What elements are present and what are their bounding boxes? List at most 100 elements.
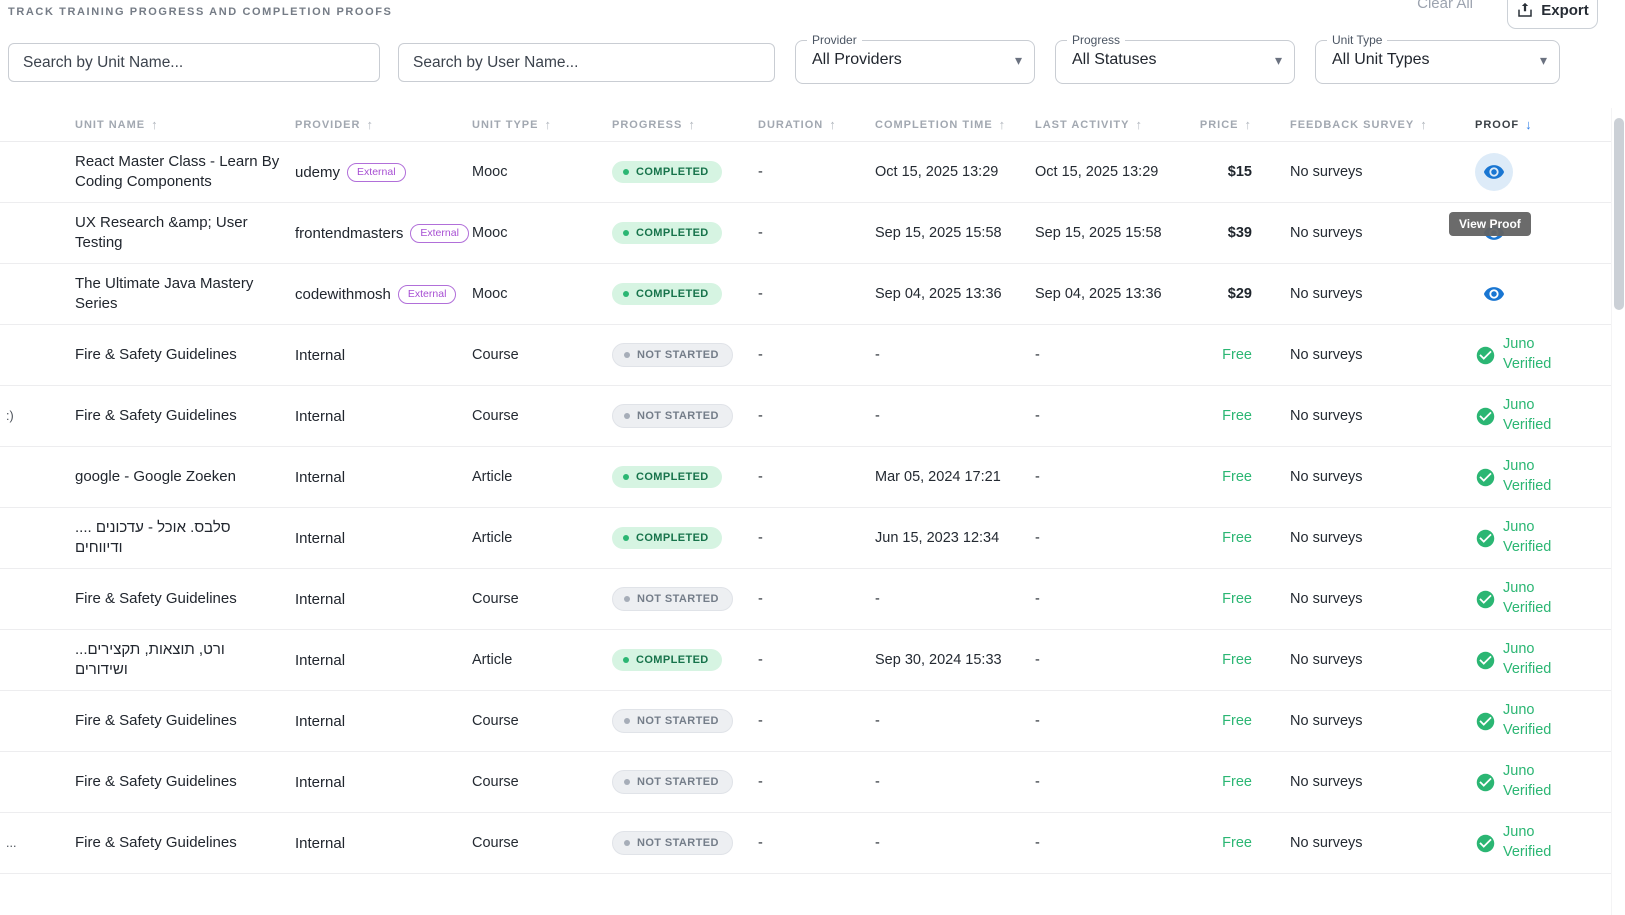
completion-time-cell: - [875,347,880,363]
sort-asc-icon: ↑ [151,117,159,132]
table-row: google - Google Zoeken Internal Article … [0,447,1611,508]
juno-verified-badge: Juno Verified [1475,457,1611,496]
unit-name-cell: Fire & Safety Guidelines [75,589,237,607]
check-circle-icon [1475,406,1496,427]
juno-verified-label: Juno Verified [1503,580,1552,616]
completion-time-cell: - [875,774,880,790]
completion-time-cell: - [875,591,880,607]
export-button[interactable]: Export [1507,0,1598,29]
view-proof-button[interactable] [1475,275,1513,313]
unit-name-cell: Fire & Safety Guidelines [75,711,237,729]
duration-cell: - [758,835,763,851]
price-cell: Free [1222,774,1252,790]
duration-cell: - [758,347,763,363]
column-header-completion-time[interactable]: COMPLETION TIME ↑ [875,117,1007,132]
provider-cell: udemy [295,163,341,181]
completion-time-cell: - [875,408,880,424]
table-row: .... סלבס. אוכל - עדכונים ודיווחים Inter… [0,508,1611,569]
table-body: React Master Class - Learn By Coding Com… [0,142,1611,874]
juno-verified-label: Juno Verified [1503,519,1552,555]
view-proof-button[interactable] [1475,153,1513,191]
duration-cell: - [758,774,763,790]
clear-all-button[interactable]: Clear All [1417,0,1473,12]
price-cell: $15 [1227,164,1252,180]
status-dot-icon [624,779,630,785]
unit-name-search-input[interactable] [8,43,380,82]
table-row: ... Fire & Safety Guidelines Internal Co… [0,813,1611,874]
price-cell: Free [1222,530,1252,546]
juno-verified-badge: Juno Verified [1475,396,1611,435]
column-header-unit-type[interactable]: UNIT TYPE ↑ [472,117,552,132]
table-row: Fire & Safety Guidelines Internal Course… [0,325,1611,386]
progress-filter-select[interactable]: Progress All Statuses ▾ [1055,33,1295,84]
scrollbar-thumb[interactable] [1614,118,1624,310]
status-dot-icon [624,596,630,602]
column-header-progress[interactable]: PROGRESS ↑ [612,117,696,132]
last-activity-cell: - [1035,713,1040,729]
provider-filter-select[interactable]: Provider All Providers ▾ [795,33,1035,84]
last-activity-cell: Sep 04, 2025 13:36 [1035,286,1162,302]
provider-cell: Internal [295,407,346,425]
unit-type-cell: Article [472,530,513,546]
status-dot-icon [624,718,630,724]
column-header-provider[interactable]: PROVIDER ↑ [295,117,374,132]
caret-down-icon: ▾ [1539,52,1547,68]
column-header-unit-name[interactable]: UNIT NAME ↑ [75,117,159,132]
unit-name-cell: UX Research &amp; User Testing [75,213,248,251]
check-circle-icon [1475,772,1496,793]
training-table: UNIT NAME ↑ PROVIDER ↑ UNIT TYPE ↑ PROGR… [0,108,1611,874]
duration-cell: - [758,652,763,668]
column-header-proof[interactable]: PROOF ↓ [1475,117,1533,132]
table-header-row: UNIT NAME ↑ PROVIDER ↑ UNIT TYPE ↑ PROGR… [0,108,1611,142]
unit-type-filter-label: Unit Type [1327,33,1388,47]
user-name-search-input[interactable] [398,43,775,82]
row-left-fragment: ... [6,836,17,850]
sort-asc-icon: ↑ [366,117,374,132]
last-activity-cell: - [1035,347,1040,363]
unit-name-cell: Fire & Safety Guidelines [75,772,237,790]
column-header-feedback-survey[interactable]: FEEDBACK SURVEY ↑ [1290,117,1428,132]
external-badge: External [397,284,457,304]
duration-cell: - [758,591,763,607]
provider-cell: Internal [295,346,346,364]
juno-verified-label: Juno Verified [1503,336,1552,372]
feedback-survey-cell: No surveys [1290,530,1363,546]
price-cell: $29 [1227,286,1252,302]
completion-time-cell: - [875,713,880,729]
column-header-last-activity[interactable]: LAST ACTIVITY ↑ [1035,117,1143,132]
external-badge: External [347,162,406,182]
column-header-price[interactable]: PRICE ↑ [1199,117,1252,132]
check-circle-icon [1475,528,1496,549]
unit-name-cell: React Master Class - Learn By Coding Com… [75,152,280,190]
juno-verified-badge: Juno Verified [1475,335,1611,374]
unit-type-cell: Mooc [472,164,508,180]
row-left-fragment: :) [6,409,14,423]
provider-cell: Internal [295,651,346,669]
progress-badge: COMPLETED [612,222,722,244]
unit-type-filter-value: All Unit Types [1332,51,1430,68]
completion-time-cell: - [875,835,880,851]
completion-time-cell: Oct 15, 2025 13:29 [875,164,999,180]
feedback-survey-cell: No surveys [1290,408,1363,424]
status-dot-icon [623,474,629,480]
column-header-duration[interactable]: DURATION ↑ [758,117,837,132]
status-dot-icon [623,535,629,541]
eye-icon [1483,283,1505,305]
completion-time-cell: Sep 15, 2025 15:58 [875,225,1002,241]
completion-time-cell: Jun 15, 2023 12:34 [875,530,1000,546]
progress-badge: NOT STARTED [612,709,733,733]
duration-cell: - [758,408,763,424]
sort-desc-icon: ↓ [1525,117,1533,132]
unit-type-filter-select[interactable]: Unit Type All Unit Types ▾ [1315,33,1560,84]
price-cell: Free [1222,835,1252,851]
page-subtitle: TRACK TRAINING PROGRESS AND COMPLETION P… [8,6,393,18]
unit-name-cell: ...ורט, תוצאות, תקצירים ושידורים [75,640,225,678]
unit-type-cell: Course [472,347,519,363]
sort-asc-icon: ↑ [1420,117,1428,132]
provider-cell: Internal [295,712,346,730]
duration-cell: - [758,225,763,241]
provider-cell: Internal [295,773,346,791]
progress-badge: COMPLETED [612,649,722,671]
status-dot-icon [624,840,630,846]
